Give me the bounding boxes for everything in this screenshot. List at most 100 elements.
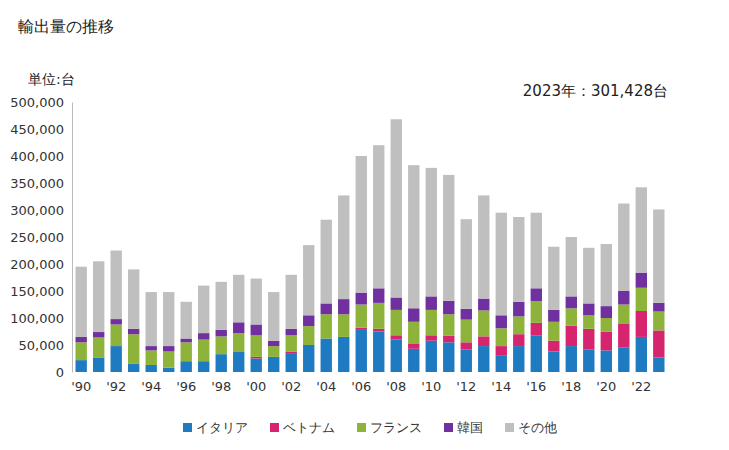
bar — [373, 145, 384, 288]
bar — [461, 349, 472, 372]
legend-label: イタリア — [196, 420, 248, 435]
y-tick-label: 500,000 — [10, 95, 64, 110]
bar — [461, 219, 472, 309]
bar — [496, 213, 507, 316]
bar — [583, 349, 594, 372]
x-tick: '18 — [561, 372, 581, 394]
bar — [356, 305, 367, 328]
bar — [391, 340, 402, 372]
y-tick-label: 50,000 — [19, 338, 65, 353]
bar — [618, 291, 629, 305]
y-tick-label: 0 — [56, 365, 64, 380]
bar — [303, 315, 314, 326]
bar — [146, 365, 157, 372]
bar — [461, 342, 472, 349]
x-tick: '16 — [526, 372, 546, 394]
plot: 050,000100,000150,000200,000250,000300,0… — [10, 95, 668, 395]
x-tick-label: '20 — [596, 379, 616, 394]
legend-label: その他 — [518, 420, 557, 435]
chart: 輸出量の推移単位:台2023年：301,428台050,000100,00015… — [0, 0, 729, 450]
bar — [146, 350, 157, 365]
bar — [618, 348, 629, 372]
x-tick-label: '12 — [456, 379, 476, 394]
legend-swatch — [505, 423, 514, 432]
x-tick: '06 — [351, 372, 371, 394]
bar — [198, 286, 209, 334]
bar — [443, 301, 454, 315]
x-tick: '10 — [421, 372, 441, 394]
bar — [128, 364, 139, 372]
legend-swatch — [183, 423, 192, 432]
legend-item: フランス — [357, 420, 422, 435]
bar — [513, 217, 524, 302]
bar — [548, 341, 559, 352]
bar — [583, 329, 594, 350]
x-tick-label: '94 — [141, 379, 161, 394]
bar — [373, 303, 384, 329]
bar — [461, 320, 472, 343]
bar — [653, 330, 664, 357]
legend-swatch — [444, 423, 453, 432]
y-tick: 0 — [56, 365, 72, 380]
bar — [443, 314, 454, 336]
bar — [408, 308, 419, 322]
x-tick: '04 — [316, 372, 336, 394]
bar — [356, 330, 367, 372]
bar — [338, 314, 349, 337]
y-tick-label: 150,000 — [10, 284, 64, 299]
bar — [653, 357, 664, 372]
y-tick: 250,000 — [10, 230, 72, 245]
bar — [531, 213, 542, 289]
bar — [251, 357, 262, 359]
y-tick-label: 250,000 — [10, 230, 64, 245]
y-axis-line — [72, 103, 73, 373]
bar — [636, 273, 647, 288]
bar — [373, 332, 384, 373]
bar — [373, 288, 384, 303]
bar — [93, 332, 104, 337]
bar — [408, 165, 419, 308]
bar — [111, 324, 122, 346]
legend-swatch — [270, 423, 279, 432]
bar — [496, 315, 507, 328]
bar — [216, 282, 227, 330]
series-1 — [251, 311, 665, 359]
bar — [76, 337, 87, 342]
legend-item: イタリア — [183, 420, 248, 435]
bar — [478, 336, 489, 346]
bar — [391, 297, 402, 309]
bar — [128, 334, 139, 364]
bar — [391, 119, 402, 297]
x-tick-label: '98 — [211, 379, 231, 394]
bar — [566, 308, 577, 325]
bar — [531, 323, 542, 335]
bar — [513, 316, 524, 334]
x-tick: '96 — [176, 372, 196, 394]
bar — [286, 351, 297, 353]
bar — [93, 337, 104, 357]
bar — [181, 302, 192, 339]
x-tick-label: '00 — [246, 379, 266, 394]
bar — [601, 306, 612, 318]
bar — [548, 351, 559, 372]
bar — [356, 156, 367, 293]
x-tick-label: '04 — [316, 379, 336, 394]
bar — [233, 275, 244, 323]
bar — [653, 312, 664, 331]
bar — [128, 269, 139, 328]
bar — [408, 343, 419, 348]
y-tick: 150,000 — [10, 284, 72, 299]
bar — [303, 245, 314, 315]
x-tick: '02 — [281, 372, 301, 394]
bar — [636, 311, 647, 337]
legend-label: フランス — [370, 420, 422, 435]
bar — [198, 333, 209, 339]
bar — [583, 315, 594, 329]
legend-item: ベトナム — [270, 420, 335, 435]
bar — [198, 340, 209, 362]
x-tick: '14 — [491, 372, 511, 394]
bars — [76, 119, 665, 372]
bar — [338, 337, 349, 372]
bar — [251, 324, 262, 335]
bar — [636, 187, 647, 272]
